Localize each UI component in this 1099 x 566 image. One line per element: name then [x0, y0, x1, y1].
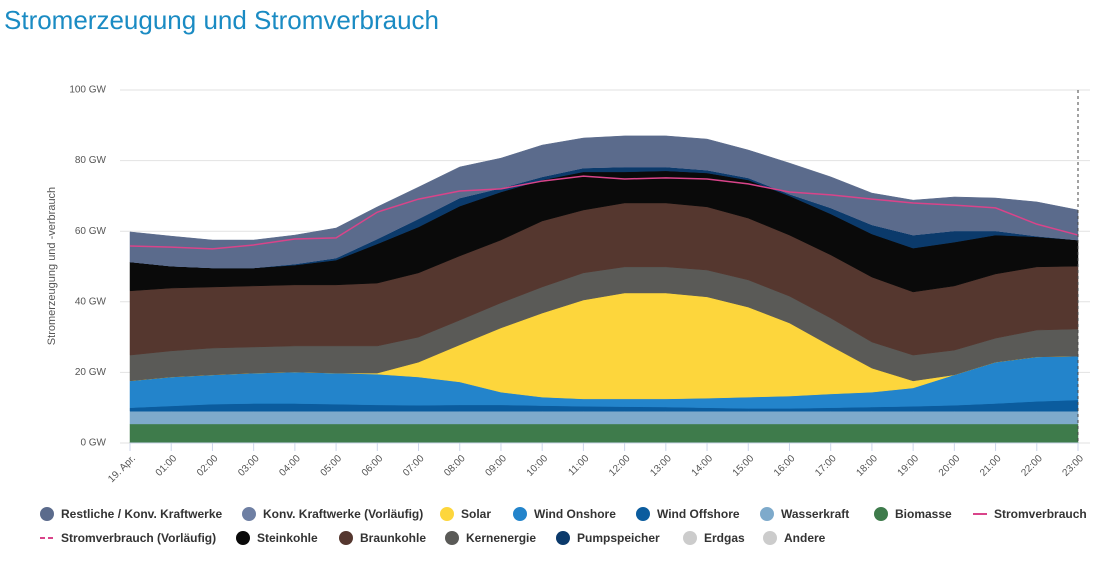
x-tick-label: 05:00 [319, 453, 345, 479]
x-tick-label: 16:00 [772, 453, 798, 479]
y-tick-label: 60 GW [75, 226, 107, 237]
x-tick-label: 03:00 [236, 453, 262, 479]
legend-symbol [874, 507, 888, 521]
legend-label: Restliche / Konv. Kraftwerke [61, 507, 222, 521]
legend-label: Kernenergie [466, 531, 536, 545]
legend-item[interactable]: Braunkohle [339, 531, 426, 545]
legend-item[interactable]: Wasserkraft [760, 507, 849, 521]
legend-item[interactable]: Restliche / Konv. Kraftwerke [40, 507, 222, 521]
legend-label: Solar [461, 507, 491, 521]
x-tick-label: 13:00 [648, 453, 674, 479]
legend-item[interactable]: Stromverbrauch (Vorläufig) [40, 531, 216, 545]
line [129, 175, 1079, 250]
legend-item[interactable]: Pumpspeicher [556, 531, 660, 545]
y-tick-label: 80 GW [75, 155, 107, 166]
y-tick-label: 0 GW [80, 438, 106, 449]
legend-symbol [339, 531, 353, 545]
legend-label: Wind Onshore [534, 507, 616, 521]
legend-label: Wasserkraft [781, 507, 849, 521]
legend-label: Stromverbrauch [994, 507, 1087, 521]
legend-label: Pumpspeicher [577, 531, 660, 545]
legend-item[interactable]: Wind Onshore [513, 507, 616, 521]
area [129, 410, 1079, 425]
x-tick-label: 21:00 [978, 453, 1004, 479]
x-tick-label: 17:00 [813, 453, 839, 479]
legend-symbol [763, 531, 777, 545]
legend-label: Biomasse [895, 507, 952, 521]
chart-title: Stromerzeugung und Stromverbrauch [4, 5, 439, 35]
legend-item[interactable]: Kernenergie [445, 531, 536, 545]
legend-symbol [445, 531, 459, 545]
legend-label: Konv. Kraftwerke (Vorläufig) [263, 507, 423, 521]
legend-item[interactable]: Solar [440, 507, 491, 521]
y-axis-label: Stromerzeugung und -verbrauch [46, 187, 58, 345]
legend-label: Stromverbrauch (Vorläufig) [61, 531, 216, 545]
legend-item[interactable]: Konv. Kraftwerke (Vorläufig) [242, 507, 423, 521]
x-tick-label: 10:00 [525, 453, 551, 479]
x-tick-label: 18:00 [854, 453, 880, 479]
x-tick-label: 20:00 [937, 453, 963, 479]
x-tick-label: 08:00 [442, 453, 468, 479]
legend-symbol [683, 531, 697, 545]
legend-symbol [513, 507, 527, 521]
x-tick-label: 09:00 [483, 453, 509, 479]
x-tick-label: 19:00 [896, 453, 922, 479]
legend-symbol [760, 507, 774, 521]
legend-label: Braunkohle [360, 531, 426, 545]
y-tick-label: 40 GW [75, 296, 107, 307]
legend-item[interactable]: Wind Offshore [636, 507, 740, 521]
legend-label: Steinkohle [257, 531, 318, 545]
x-tick-label: 01:00 [154, 453, 180, 479]
x-tick-label: 07:00 [401, 453, 427, 479]
legend-item[interactable]: Steinkohle [236, 531, 318, 545]
x-tick-label: 12:00 [607, 453, 633, 479]
legend-symbol [556, 531, 570, 545]
x-tick-label: 22:00 [1019, 453, 1045, 479]
legend-item[interactable]: Stromverbrauch [973, 507, 1087, 521]
legend-symbol [40, 507, 54, 521]
legend-symbol [636, 507, 650, 521]
legend-item[interactable]: Erdgas [683, 531, 745, 545]
x-tick-label: 02:00 [195, 453, 221, 479]
x-tick-label: 14:00 [690, 453, 716, 479]
legend-symbol [236, 531, 250, 545]
x-tick-label: 23:00 [1061, 453, 1087, 479]
x-tick-label: 15:00 [731, 453, 757, 479]
y-tick-label: 20 GW [75, 367, 107, 378]
x-tick-label: 11:00 [566, 453, 591, 478]
legend-symbol [440, 507, 454, 521]
y-tick-label: 100 GW [69, 85, 106, 96]
area [129, 423, 1079, 444]
legend-item[interactable]: Andere [763, 531, 826, 545]
x-tick-label: 06:00 [360, 453, 386, 479]
x-tick-label: 04:00 [277, 453, 303, 479]
x-tick-label: 19. Apr. [106, 453, 138, 485]
legend-symbol [242, 507, 256, 521]
legend-item[interactable]: Biomasse [874, 507, 952, 521]
legend-label: Wind Offshore [657, 507, 740, 521]
legend-label: Erdgas [704, 531, 745, 545]
legend-label: Andere [784, 531, 826, 545]
